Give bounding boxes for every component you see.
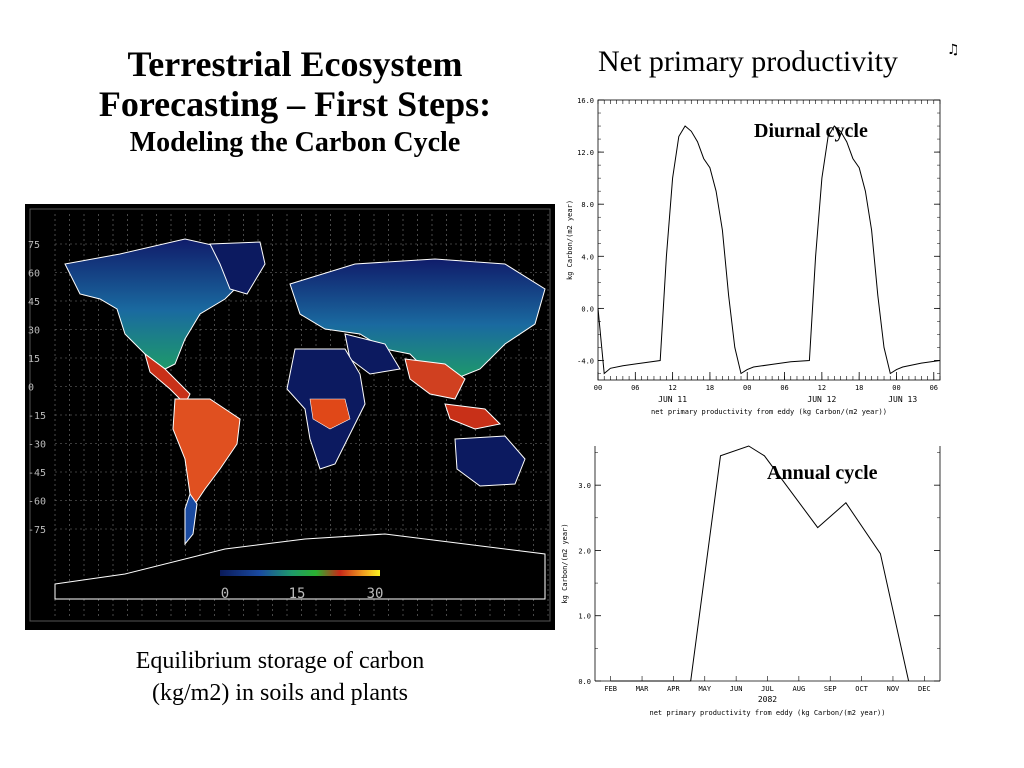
y-tick-label: 2.0 [578,547,591,555]
npp-title: Net primary productivity [598,45,898,78]
africa-central [309,398,351,430]
latitude-label: -60 [28,497,46,508]
latitude-label: 60 [28,269,40,280]
y-tick-label: 0.0 [581,305,594,313]
month-label: JUL [761,685,774,693]
latitude-label: -30 [28,440,46,451]
colorbar-tick-15: 15 [289,586,306,602]
x-axis-label: net primary productivity from eddy (kg C… [651,408,887,416]
month-label: DEC [918,685,931,693]
x-tick-label: 12 [818,384,826,392]
day-label: JUN 11 [658,395,687,404]
y-tick-label: 3.0 [578,482,591,490]
diurnal-series-line [597,125,941,375]
colorbar-tick-30: 30 [367,586,384,602]
annual-chart: 3.0 2.0 1.0 0.0 FEB MAR APR MAY JUN JUL AUG SEP OCT N… [555,440,950,730]
latitude-label: 75 [28,240,40,251]
latitude-label: 0 [28,383,34,394]
slide-title-block: Terrestrial Ecosystem Forecasting – Firs… [40,44,550,160]
month-label: SEP [824,685,837,693]
y-axis-label: kg Carbon/(m2 year) [561,523,569,603]
day-label: JUN 13 [888,395,917,404]
x-tick-label: 00 [892,384,900,392]
x-tick-label: 06 [631,384,639,392]
southeast-asia [404,358,466,400]
latitude-label: -75 [28,525,46,536]
indonesia [444,403,502,430]
north-america [64,238,246,370]
month-label: AUG [793,685,806,693]
y-tick-label: 0.0 [578,678,591,686]
diurnal-chart-svg: 16.0 12.0 8.0 4.0 0.0 -4.0 00 06 12 18 00 06 12 18 00 0… [566,97,941,416]
x-tick-label: 00 [743,384,751,392]
y-axis-label: kg Carbon/(m2 year) [566,200,574,280]
latitude-label: -15 [28,411,46,422]
carbon-storage-map: 75 60 45 30 15 0 -15 -30 -45 -60 -75 0 15 30 [25,204,555,630]
annual-cycle-label: Annual cycle [767,462,878,484]
y-tick-label: 8.0 [581,201,594,209]
antarctica [54,533,546,600]
year-label: 2082 [758,695,777,704]
map-svg: 75 60 45 30 15 0 -15 -30 -45 -60 -75 0 15 30 [28,208,551,622]
plot-frame [597,99,941,381]
y-tick-label: 16.0 [577,97,594,105]
x-tick-label: 18 [855,384,863,392]
day-label: JUN 12 [807,395,836,404]
month-label: MAR [636,685,649,693]
annual-series-line [610,445,910,682]
x-tick-label: 00 [594,384,602,392]
south-america [172,398,241,505]
colorbar [220,570,380,576]
latitude-labels: 75 60 45 30 15 0 -15 -30 -45 -60 -75 [28,240,46,536]
latitude-label: 15 [28,354,40,365]
continents [54,238,546,600]
australia [454,435,526,487]
latitude-label: 30 [28,326,40,337]
slide-subtitle: Modeling the Carbon Cycle [129,127,461,158]
greenland [209,241,266,295]
map-caption-line2: (kg/m2) in soils and plants [152,680,408,706]
latitude-label: 45 [28,297,40,308]
slide-title-line2: Forecasting – First Steps: [98,84,492,124]
latitude-label: -45 [28,468,46,479]
annual-chart-svg: 3.0 2.0 1.0 0.0 FEB MAR APR MAY JUN JUL AUG SEP OCT N… [561,445,941,717]
slide-title-line1: Terrestrial Ecosystem [127,44,463,84]
x-tick-label: 12 [668,384,676,392]
month-label: MAY [698,685,711,693]
y-tick-label: 4.0 [581,253,594,261]
diurnal-chart: 16.0 12.0 8.0 4.0 0.0 -4.0 00 06 12 18 00 06 12 18 00 0… [560,88,945,424]
month-label: APR [667,685,680,693]
month-label: NOV [887,685,900,693]
colorbar-tick-0: 0 [221,586,229,602]
y-tick-label: 1.0 [578,613,591,621]
x-tick-label: 18 [706,384,714,392]
map-caption-line1: Equilibrium storage of carbon [135,648,425,674]
x-tick-label: 06 [930,384,938,392]
diurnal-cycle-label: Diurnal cycle [754,120,868,142]
month-label: FEB [604,685,617,693]
month-label: JUN [730,685,743,693]
y-tick-label: 12.0 [577,149,594,157]
month-label: OCT [855,685,868,693]
south-america-tip [184,492,198,546]
middle-east [344,333,401,375]
map-caption: Equilibrium storage of carbon (kg/m2) in… [80,645,480,709]
sound-icon[interactable]: ♫ [947,42,960,58]
eurasia [289,258,546,380]
x-tick-label: 06 [780,384,788,392]
y-tick-label: -4.0 [577,357,594,365]
x-axis-label: net primary productivity from eddy (kg C… [649,709,885,717]
